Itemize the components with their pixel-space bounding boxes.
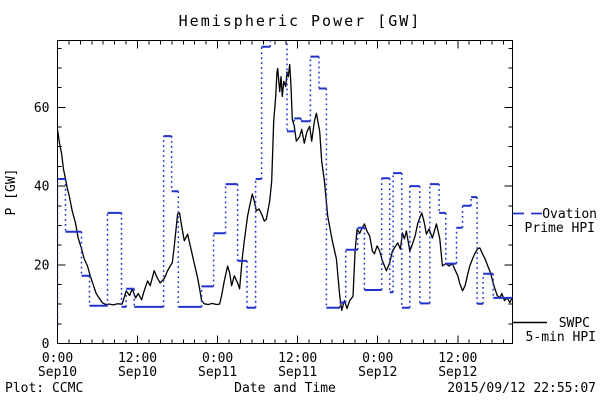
x-tick-date-label: Sep11 — [278, 365, 317, 380]
y-tick-label: 40 — [34, 180, 50, 195]
data-series — [57, 40, 513, 324]
plot-credit: Plot: CCMC — [5, 381, 83, 396]
legend-ovation-label-line1: Ovation — [542, 207, 597, 222]
x-tick-date-label: Sep10 — [118, 365, 157, 380]
y-tick-label: 0 — [42, 337, 50, 352]
legend: Ovation Prime HPI SWPC 5-min HPI — [512, 207, 597, 345]
x-tick-date-label: Sep11 — [198, 365, 237, 380]
y-tick-label: 60 — [34, 101, 50, 116]
x-tick-time-label: 0:00 — [42, 351, 73, 366]
x-tick-date-label: Sep12 — [358, 365, 397, 380]
swpc-series-line — [57, 63, 513, 312]
ovation-series-steps — [57, 45, 513, 309]
x-axis-label: Date and Time — [234, 381, 336, 396]
x-tick-time-label: 12:00 — [278, 351, 317, 366]
y-tick-label: 20 — [34, 258, 50, 273]
axes-and-ticks — [57, 40, 513, 344]
plot-timestamp: 2015/09/12 22:55:07 — [447, 381, 596, 396]
y-axis-label: P [GW] — [4, 169, 19, 216]
x-tick-time-label: 0:00 — [202, 351, 233, 366]
x-tick-time-label: 12:00 — [438, 351, 477, 366]
chart-title: Hemispheric Power [GW] — [179, 12, 422, 30]
tick-labels: 02040600:00Sep1012:00Sep100:00Sep1112:00… — [34, 101, 478, 380]
x-tick-time-label: 12:00 — [118, 351, 157, 366]
legend-ovation-label-line2: Prime HPI — [525, 221, 595, 236]
x-tick-date-label: Sep10 — [38, 365, 77, 380]
x-tick-date-label: Sep12 — [438, 365, 477, 380]
legend-swpc-label-line2: 5-min HPI — [526, 330, 596, 345]
x-tick-time-label: 0:00 — [362, 351, 393, 366]
legend-swpc-label-line1: SWPC — [559, 316, 590, 331]
ovation-series-connectors — [57, 40, 494, 324]
